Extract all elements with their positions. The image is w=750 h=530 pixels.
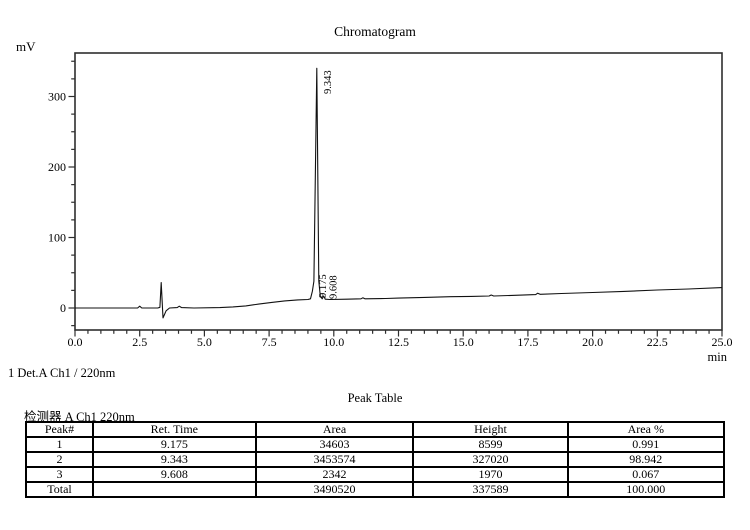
peak-table-cell: 9.343: [92, 451, 257, 468]
peak-table-cell: 2342: [254, 466, 415, 483]
table-row: Total 3490520 337589 100.000: [25, 481, 726, 498]
x-axis-tick-label: 15.0: [453, 335, 474, 349]
table-row: 2 9.343 3453574 327020 98.942: [25, 451, 726, 468]
peak-table-subtitle: 检测器 A Ch1 220nm: [24, 410, 135, 424]
y-axis-tick-label: 200: [48, 160, 66, 174]
peak-table-cell: 98.942: [566, 451, 726, 468]
table-row: 3 9.608 2342 1970 0.067: [25, 466, 726, 483]
peak-table-cell: 0.067: [566, 466, 726, 483]
chart-title: Chromatogram: [334, 24, 416, 39]
detector-channel-label: 1 Det.A Ch1 / 220nm: [8, 366, 116, 380]
peak-table-cell: 2: [25, 451, 94, 468]
peak-table-header-cell: Peak#: [25, 421, 94, 438]
y-axis-tick-label: 100: [48, 231, 66, 245]
x-axis-unit-label: min: [707, 350, 727, 364]
peak-table: Peak# Ret. Time Area Height Area % 1 9.175 346…: [25, 421, 726, 498]
peak-table-cell: 337589: [412, 481, 569, 498]
x-axis-tick-label: 22.5: [647, 335, 668, 349]
x-axis-tick-label: 5.0: [197, 335, 212, 349]
peak-table-header-cell: Height: [412, 421, 569, 438]
peak-table-body: 1 9.175 34603 8599 0.991 2 9.343 3453574 327020 9…: [25, 436, 726, 498]
peak-table-head: Peak# Ret. Time Area Height Area %: [25, 421, 726, 438]
peak-table-cell: 327020: [412, 451, 569, 468]
peak-table-cell: 8599: [412, 436, 569, 453]
x-axis-tick-label: 2.5: [132, 335, 147, 349]
x-axis-tick-label: 25.0: [712, 335, 733, 349]
peak-table-cell: 34603: [254, 436, 415, 453]
peak-table-header-row: Peak# Ret. Time Area Height Area %: [25, 421, 726, 438]
chromatogram-plot: 0.0 2.5 5.0 7.5 10.0 12.5 15.0 17.5 20.0 22.5 25.0…: [48, 52, 733, 349]
peak-retention-label: 9.608: [329, 275, 340, 299]
peak-retention-label: 9.175: [318, 274, 329, 298]
peak-table-cell: 3: [25, 466, 94, 483]
peak-table-header-cell: Area: [254, 421, 415, 438]
peak-retention-label: 9.343: [323, 70, 334, 94]
peak-table-cell: [92, 481, 257, 498]
peak-table-cell: 100.000: [566, 481, 726, 498]
peak-table-cell: 3490520: [254, 481, 415, 498]
peak-table-cell: 1970: [412, 466, 569, 483]
x-axis-tick-label: 7.5: [262, 335, 277, 349]
peak-table-cell: 9.175: [92, 436, 257, 453]
x-axis-tick-label: 0.0: [68, 335, 83, 349]
y-axis-tick-label: 0: [60, 301, 66, 315]
peak-table-header-cell: Area %: [566, 421, 726, 438]
x-axis-tick-label: 10.0: [323, 335, 344, 349]
peak-table-cell: 9.608: [92, 466, 257, 483]
peak-table-cell: 3453574: [254, 451, 415, 468]
y-axis-tick-label: 300: [48, 90, 66, 104]
peak-table-cell: 1: [25, 436, 94, 453]
table-row: 1 9.175 34603 8599 0.991: [25, 436, 726, 453]
x-axis-tick-label: 17.5: [517, 335, 538, 349]
y-axis-unit-label: mV: [16, 39, 36, 54]
x-axis-tick-label: 12.5: [388, 335, 409, 349]
x-axis-tick-label: 20.0: [582, 335, 603, 349]
peak-table-cell: 0.991: [566, 436, 726, 453]
peak-table-title: Peak Table: [347, 391, 403, 405]
peak-table-header-cell: Ret. Time: [92, 421, 257, 438]
peak-table-cell: Total: [25, 481, 94, 498]
chromatogram-trace: [75, 67, 723, 319]
plot-frame: [74, 52, 723, 331]
